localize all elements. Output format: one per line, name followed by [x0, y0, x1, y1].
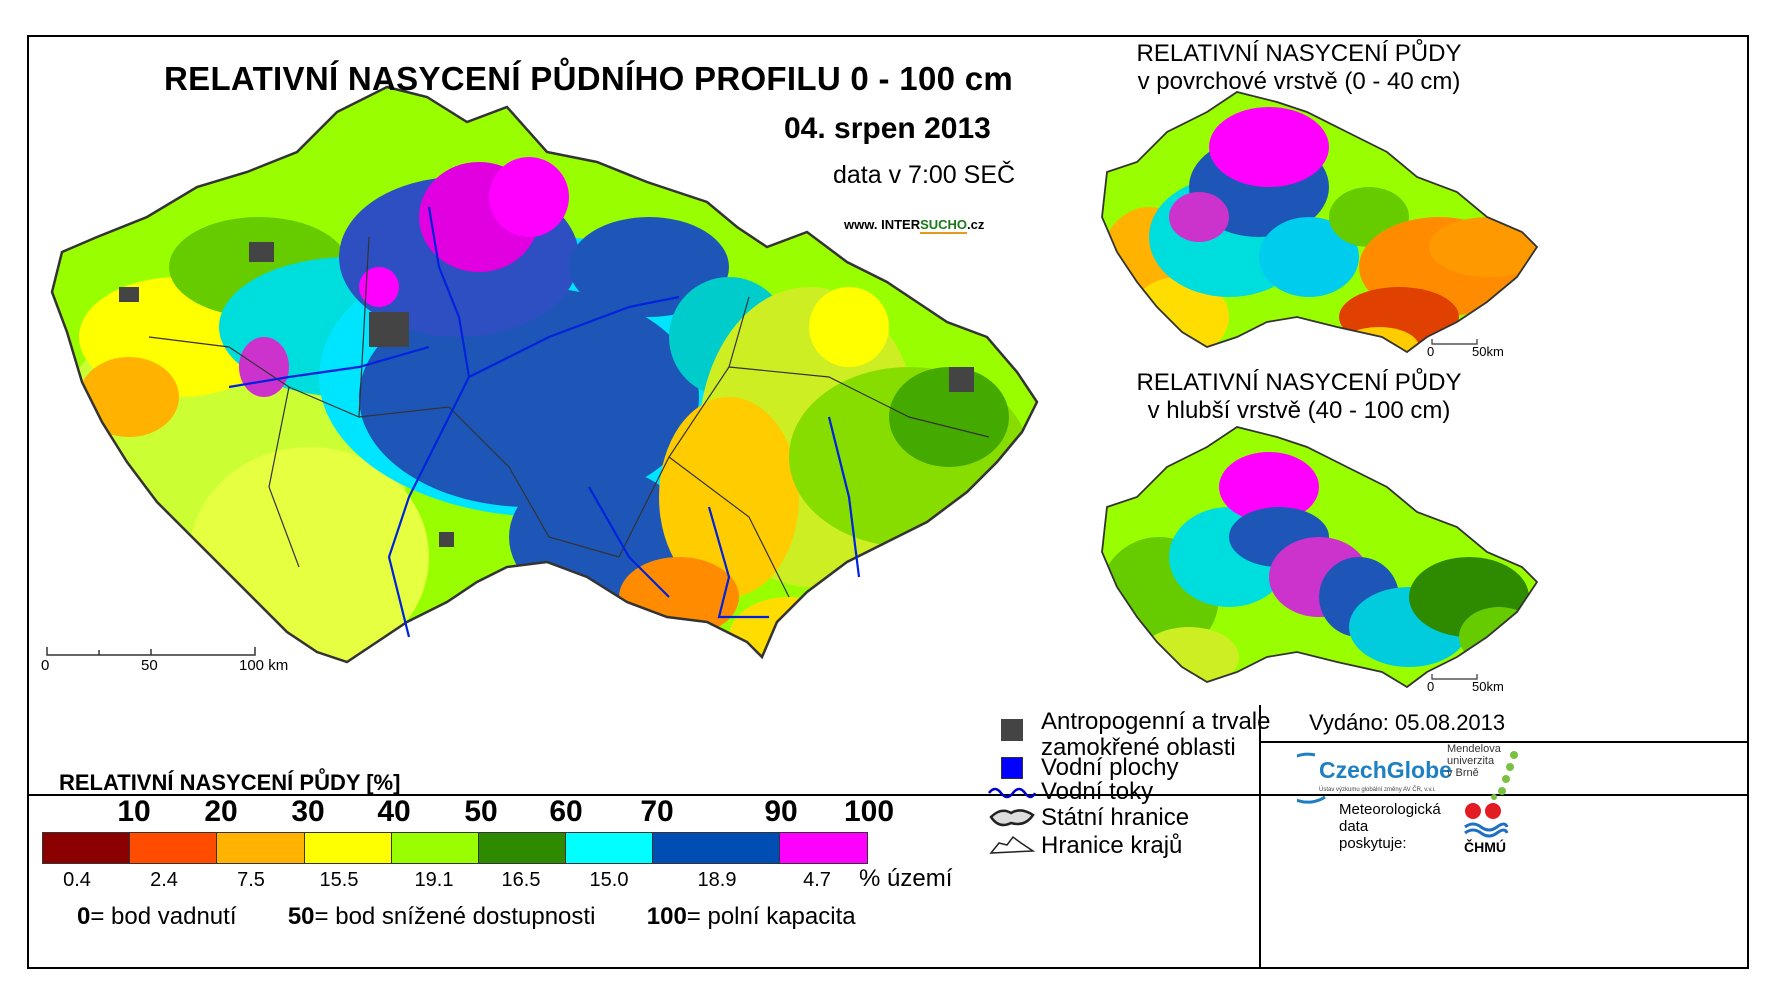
mendel-logo: Mendelova univerzita v Brně — [1447, 743, 1501, 779]
legend-pct: 16.5 — [501, 869, 541, 891]
legend-tick: 30 — [291, 795, 325, 828]
legend-swatch — [779, 833, 867, 863]
state-border-main — [50, 85, 1039, 664]
note-text-50: = bod snížené dostupnosti — [314, 903, 596, 930]
legend-swatch — [391, 833, 479, 863]
legend-tick: 100 — [843, 795, 895, 828]
legend-tick: 40 — [377, 795, 411, 828]
legend-tick: 60 — [549, 795, 583, 828]
anthropogenic-label: Antropogenní a trvale zamokřené oblasti — [1041, 708, 1271, 761]
main-map — [52, 87, 1037, 662]
map-frame: RELATIVNÍ NASYCENÍ PŮDNÍHO PROFILU 0 - 1… — [27, 35, 1749, 969]
state-border-top — [1101, 91, 1539, 354]
scale-bar-bottom — [1431, 674, 1478, 680]
czechglobe-logo — [1297, 752, 1326, 804]
legend-tick: 20 — [204, 795, 238, 828]
inset-bottom-title: RELATIVNÍ NASYCENÍ PŮDY v hlubší vrstvě … — [1079, 369, 1519, 425]
chmu-label: ČHMÚ — [1464, 839, 1506, 855]
legend-swatch — [130, 833, 218, 863]
mendel-line1: Mendelova — [1447, 743, 1501, 755]
state-border-icon — [989, 809, 1035, 827]
legend-pct: 15.0 — [589, 869, 629, 891]
legend-tick: 10 — [117, 795, 151, 828]
legend-pct: 18.9 — [697, 869, 737, 891]
inset-bottom-scale-0: 0 — [1427, 679, 1435, 694]
legend-divider — [29, 794, 1747, 796]
inset-top-scale-0: 0 — [1427, 344, 1435, 359]
region-border-icon — [989, 835, 1036, 854]
scale-label-100: 100 km — [239, 657, 289, 674]
note-text-100: = polní kapacita — [686, 903, 856, 930]
water-body-label: Vodní plochy — [1041, 754, 1179, 781]
legend-pct: 19.1 — [414, 869, 454, 891]
meteo-line2: data — [1339, 818, 1369, 835]
legend-pct-unit: % území — [859, 865, 953, 892]
river-icon — [988, 787, 1037, 799]
chmu-logo-icon — [1464, 803, 1509, 838]
web-accent: SUCHO — [920, 217, 968, 234]
scale-bar-top — [1431, 339, 1478, 345]
inset-top-title-line2: v povrchové vrstvě (0 - 40 cm) — [1137, 68, 1461, 95]
legend-tick: 50 — [464, 795, 498, 828]
inset-top-scale-50: 50km — [1472, 344, 1504, 359]
note-value-50: 50 — [287, 903, 315, 930]
mendel-line3: v Brně — [1447, 767, 1479, 779]
legend-swatch — [478, 833, 567, 863]
main-date: 04. srpen 2013 — [784, 112, 991, 145]
maps-svg — [46, 85, 1539, 689]
legend-tick: 70 — [640, 795, 674, 828]
legend-pct: 0.4 — [63, 869, 91, 891]
scale-label-0: 0 — [41, 657, 50, 674]
note-value-0: 0 — [77, 903, 91, 930]
legend-swatch — [653, 833, 780, 863]
legend-title: RELATIVNÍ NASYCENÍ PŮDY [%] — [59, 770, 401, 795]
inset-top-title-line1: RELATIVNÍ NASYCENÍ PŮDY — [1136, 40, 1462, 67]
main-time: data v 7:00 SEČ — [833, 161, 1016, 189]
meteo-line1: Meteorologická — [1339, 801, 1441, 818]
region-borders-main — [148, 236, 990, 598]
czechglobe-name: CzechGlobe — [1319, 757, 1452, 783]
web-prefix: www. INTER — [844, 217, 921, 232]
meteo-provider-text: Meteorologická data poskytuje: — [1339, 801, 1441, 852]
legend-pct: 2.4 — [150, 869, 178, 891]
web-suffix: .cz — [967, 217, 985, 232]
legend-pct: 15.5 — [319, 869, 359, 891]
legend-pct: 7.5 — [237, 869, 265, 891]
issued-underline — [1261, 741, 1747, 743]
river-label: Vodní toky — [1041, 778, 1154, 805]
inset-bottom-scale-50: 50km — [1472, 679, 1504, 694]
legend-colorbar — [42, 832, 868, 864]
state-border-label: Státní hranice — [1041, 804, 1190, 831]
legend-notes: 0= bod vadnutí 50= bod snížené dostupnos… — [77, 903, 856, 931]
czechglobe-subtitle: Ústav výzkumu globální změny AV ČR, v.v.… — [1319, 787, 1436, 793]
map-area: RELATIVNÍ NASYCENÍ PŮDNÍHO PROFILU 0 - 1… — [29, 37, 1747, 792]
water-body-swatch — [1001, 757, 1023, 779]
scale-bar-main — [46, 647, 256, 656]
meteo-line3: poskytuje: — [1339, 835, 1407, 852]
legend-pct: 4.7 — [803, 869, 831, 891]
note-text-0: = bod vadnutí — [90, 903, 237, 930]
legend-swatch — [217, 833, 305, 863]
website-link[interactable]: www. INTERSUCHO.cz — [844, 217, 985, 234]
note-value-100: 100 — [646, 903, 687, 930]
anthropogenic-swatch — [1001, 719, 1023, 741]
legend-tick: 90 — [764, 795, 798, 828]
mendel-dots-icon — [1491, 751, 1518, 800]
inset-bottom-map — [1102, 427, 1537, 687]
footer-divider — [1259, 705, 1261, 969]
mendel-line2: univerzita — [1447, 755, 1495, 767]
main-title: RELATIVNÍ NASYCENÍ PŮDNÍHO PROFILU 0 - 1… — [164, 60, 1014, 97]
inset-bottom-title-line1: RELATIVNÍ NASYCENÍ PŮDY — [1136, 369, 1462, 396]
region-border-label: Hranice krajů — [1041, 832, 1183, 859]
issued-date: Vydáno: 05.08.2013 — [1309, 710, 1506, 735]
inset-bottom-title-line2: v hlubší vrstvě (40 - 100 cm) — [1147, 397, 1451, 424]
rivers-main — [228, 206, 861, 638]
scale-label-50: 50 — [141, 657, 158, 674]
legend-swatch — [304, 833, 392, 863]
inset-top-title: RELATIVNÍ NASYCENÍ PŮDY v povrchové vrst… — [1079, 40, 1519, 96]
state-border-bottom — [1101, 426, 1539, 689]
legend-swatch — [566, 833, 654, 863]
legend-swatch — [43, 833, 131, 863]
inset-top-map — [1102, 92, 1537, 352]
